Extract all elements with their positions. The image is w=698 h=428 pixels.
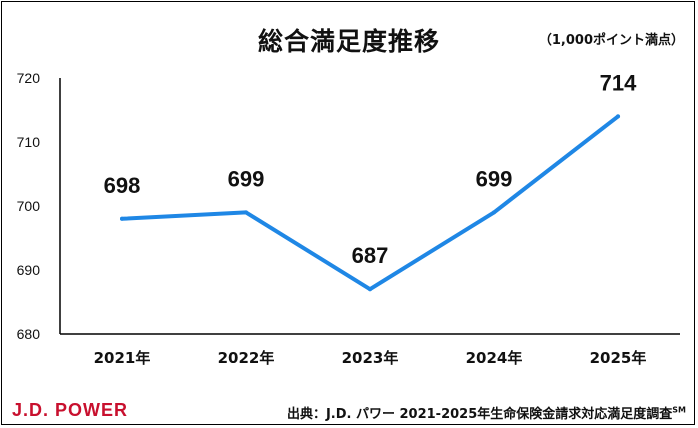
data-label: 699: [228, 166, 265, 191]
unit-note: （1,000ポイント満点）: [538, 33, 684, 48]
source-note: 出典：J.D. パワー 2021-2025年生命保険金請求対応満足度調査SM: [287, 403, 686, 422]
x-tick-label: 2022年: [218, 349, 275, 367]
y-tick-label: 700: [17, 198, 41, 214]
source-text: 出典：J.D. パワー 2021-2025年生命保険金請求対応満足度調査: [286, 407, 673, 422]
service-mark: SM: [672, 405, 686, 415]
x-tick-label: 2024年: [466, 349, 523, 367]
jd-power-logo: J.D. POWER: [12, 400, 129, 420]
y-tick-label: 710: [17, 134, 41, 150]
x-tick-label: 2021年: [94, 349, 151, 367]
data-label: 699: [476, 166, 513, 191]
x-tick-label: 2025年: [590, 349, 647, 367]
x-tick-label: 2023年: [342, 349, 399, 367]
data-point: [244, 210, 248, 215]
data-point: [120, 216, 124, 221]
data-label: 687: [352, 243, 389, 268]
y-tick-label: 720: [17, 70, 41, 86]
data-point: [616, 114, 620, 119]
y-tick-label: 680: [17, 326, 41, 342]
data-label: 698: [104, 173, 141, 198]
data-point: [368, 287, 372, 292]
y-tick-label: 690: [17, 262, 41, 278]
data-point: [492, 210, 496, 215]
chart-title: 総合満足度推移: [257, 27, 440, 56]
data-label: 714: [600, 70, 637, 95]
